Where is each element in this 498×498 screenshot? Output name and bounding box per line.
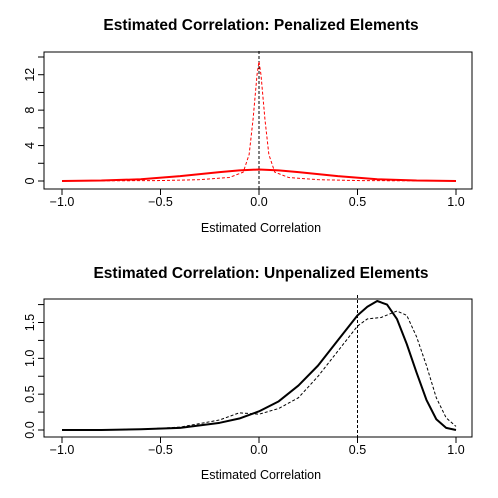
x-tick-label: −0.5: [148, 443, 173, 457]
y-tick-label: 1.5: [23, 314, 37, 331]
chart-title: Estimated Correlation: Penalized Element…: [103, 17, 418, 34]
chart-panel-penalized: Estimated Correlation: Penalized Element…: [23, 17, 473, 235]
y-tick-label: 0.0: [23, 421, 37, 438]
y-tick-label: 0.5: [23, 385, 37, 402]
plot-frame: [43, 51, 473, 190]
plot-frame: [43, 298, 473, 438]
chart-panel-unpenalized: Estimated Correlation: Unpenalized Eleme…: [23, 265, 473, 482]
series-group: [61, 60, 457, 182]
x-tick-label: 0.0: [250, 443, 267, 457]
x-tick-label: 0.5: [349, 443, 366, 457]
x-tick-label: 0.0: [250, 195, 267, 209]
y-tick-label: 8: [23, 107, 37, 114]
y-tick-label: 4: [23, 142, 37, 149]
density-curve-solid: [62, 300, 457, 431]
x-tick-label: −0.5: [148, 195, 173, 209]
density-curve-dashed: [61, 310, 457, 431]
x-axis: −1.0 −0.5 0.0 0.5 1.0: [50, 436, 465, 457]
chart-title: Estimated Correlation: Unpenalized Eleme…: [93, 265, 428, 282]
x-axis-label: Estimated Correlation: [201, 221, 321, 235]
x-tick-label: 1.0: [447, 195, 464, 209]
y-tick-label: 1.0: [23, 350, 37, 367]
y-tick-label: 12: [23, 68, 37, 82]
density-curve-dashed: [61, 60, 457, 182]
density-curve-solid: [61, 168, 457, 182]
x-tick-label: −1.0: [50, 195, 75, 209]
y-axis: 0.0 0.5 1.0 1.5: [23, 304, 45, 439]
y-tick-label: 0: [23, 177, 37, 184]
x-tick-label: 0.5: [349, 195, 366, 209]
x-axis-label: Estimated Correlation: [201, 468, 321, 482]
x-tick-label: −1.0: [50, 443, 75, 457]
y-axis: 0 4 8 12: [23, 56, 45, 184]
x-axis: −1.0 −0.5 0.0 0.5 1.0: [50, 188, 465, 209]
x-tick-label: 1.0: [447, 443, 464, 457]
series-group: [61, 300, 457, 431]
